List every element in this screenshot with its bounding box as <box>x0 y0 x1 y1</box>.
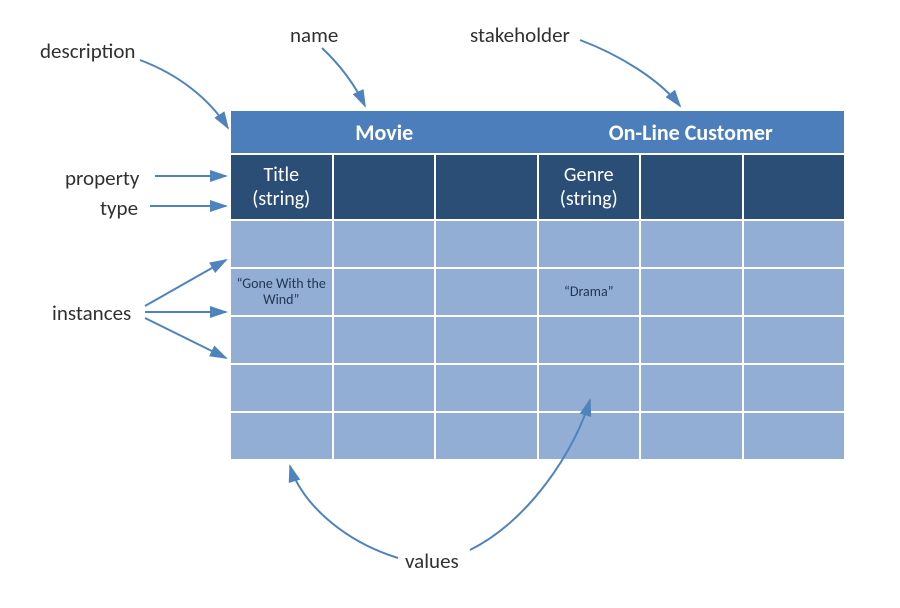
cell <box>538 316 641 364</box>
label-instances: instances <box>52 300 131 326</box>
label-stakeholder: stakeholder <box>470 22 570 48</box>
table-row <box>230 364 845 412</box>
cell <box>743 268 846 316</box>
label-name: name <box>290 22 338 48</box>
cell <box>333 220 436 268</box>
header-customer: On-Line Customer <box>538 119 845 146</box>
cell-drama: “Drama” <box>538 268 641 316</box>
cell <box>333 268 436 316</box>
cell <box>230 364 333 412</box>
subhead-type-1: (string) <box>252 187 310 211</box>
cell <box>230 316 333 364</box>
subhead-empty-3 <box>435 154 538 220</box>
subhead-property-1: Title <box>263 163 299 187</box>
label-type: type <box>100 195 138 221</box>
cell-gone-with-wind: “Gone With the Wind” <box>230 268 333 316</box>
cell <box>230 412 333 460</box>
cell <box>743 364 846 412</box>
cell <box>538 364 641 412</box>
subhead-empty-6 <box>743 154 846 220</box>
cell <box>640 412 743 460</box>
table-row <box>230 316 845 364</box>
subhead-type-4: (string) <box>560 187 618 211</box>
cell <box>640 220 743 268</box>
table-row: “Gone With the Wind” “Drama” <box>230 268 845 316</box>
cell <box>435 364 538 412</box>
diagram-container: description name stakeholder property ty… <box>0 0 900 608</box>
cell <box>538 412 641 460</box>
header-movie: Movie <box>231 119 538 146</box>
label-description: description <box>40 38 135 64</box>
cell <box>435 412 538 460</box>
table: Movie On-Line Customer Title (string) Ge… <box>230 110 845 460</box>
cell <box>743 220 846 268</box>
label-values: values <box>405 548 459 574</box>
cell <box>333 316 436 364</box>
cell <box>333 412 436 460</box>
cell <box>435 220 538 268</box>
label-property: property <box>65 165 139 191</box>
cell <box>333 364 436 412</box>
cell <box>640 316 743 364</box>
cell <box>230 220 333 268</box>
cell <box>538 220 641 268</box>
cell <box>743 316 846 364</box>
cell <box>640 364 743 412</box>
cell <box>640 268 743 316</box>
cell <box>435 268 538 316</box>
subhead-empty-2 <box>333 154 436 220</box>
subhead-property-4: Genre <box>564 163 614 187</box>
subhead-title: Title (string) <box>230 154 333 220</box>
cell <box>743 412 846 460</box>
subhead-empty-5 <box>640 154 743 220</box>
subhead-genre: Genre (string) <box>538 154 641 220</box>
cell <box>435 316 538 364</box>
table-header-row: Movie On-Line Customer <box>230 110 845 154</box>
table-subheader-row: Title (string) Genre (string) <box>230 154 845 220</box>
table-row <box>230 220 845 268</box>
table-row <box>230 412 845 460</box>
